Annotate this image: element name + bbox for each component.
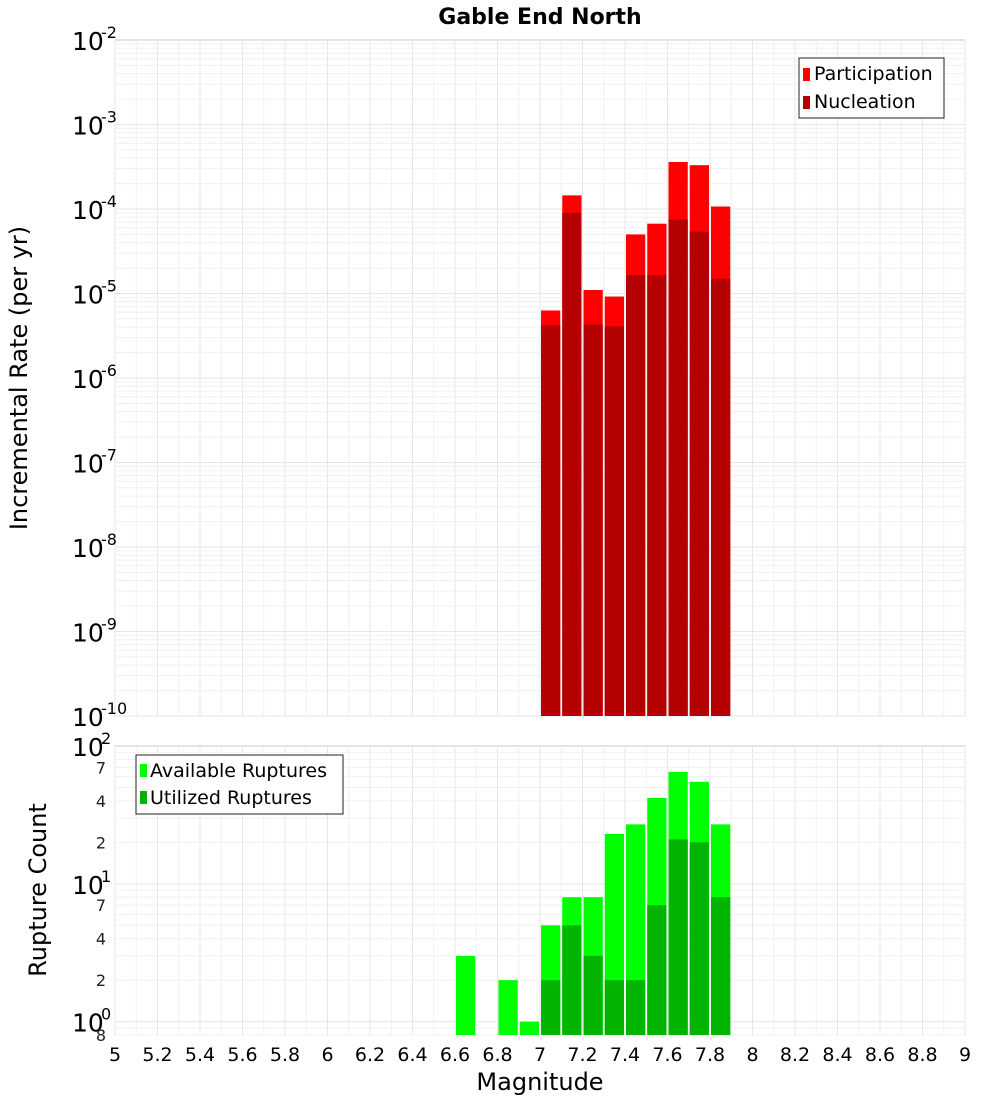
top-y-tick-label: 10	[72, 365, 104, 394]
x-tick-label: 6.6	[440, 1044, 470, 1066]
x-tick-label: 6.8	[482, 1044, 512, 1066]
bottom-bar-available-ruptures	[519, 1021, 539, 1035]
legend-swatch-utilized-ruptures	[140, 791, 147, 804]
x-tick-label: 6.4	[397, 1044, 427, 1066]
top-y-tick-label: 10	[72, 703, 104, 732]
x-tick-label: 9	[959, 1044, 971, 1066]
x-tick-label: 8.8	[907, 1044, 937, 1066]
top-y-tick-exponent: -5	[101, 277, 117, 296]
x-tick-label: 6.2	[355, 1044, 385, 1066]
top-gridlines	[114, 40, 966, 717]
bottom-legend: Available Ruptures Utilized Ruptures	[135, 754, 344, 815]
bottom-bar-utilized-ruptures	[541, 980, 561, 1035]
top-y-tick-exponent: -7	[101, 446, 117, 465]
top-y-tick-exponent: -2	[101, 23, 117, 42]
x-tick-label: 8.2	[780, 1044, 810, 1066]
bottom-y-minor-tick-label: 2	[96, 833, 106, 852]
legend-label-available-ruptures: Available Ruptures	[150, 760, 327, 782]
bottom-bar-utilized-ruptures	[562, 925, 582, 1035]
x-tick-label: 7.2	[567, 1044, 597, 1066]
bottom-y-tick-exponent: 1	[101, 867, 111, 886]
x-tick-label: 5.4	[185, 1044, 215, 1066]
top-y-tick-label: 10	[72, 281, 104, 310]
top-y-tick-exponent: -10	[101, 699, 127, 718]
top-y-tick-exponent: -6	[101, 361, 117, 380]
top-bar-nucleation	[689, 231, 709, 716]
bottom-bar-utilized-ruptures	[626, 980, 646, 1035]
top-bar-nucleation	[562, 212, 582, 716]
x-tick-label: 5.2	[142, 1044, 172, 1066]
x-tick-label: 7	[534, 1044, 546, 1066]
top-y-tick-label: 10	[72, 534, 104, 563]
bottom-y-tick-exponent: 0	[101, 1005, 111, 1024]
bottom-bar-utilized-ruptures	[689, 842, 709, 1035]
legend-label-nucleation: Nucleation	[814, 91, 916, 113]
top-y-tick-label: 10	[72, 619, 104, 648]
top-y-tick-label: 10	[72, 27, 104, 56]
bottom-y-tick-exponent: 2	[101, 729, 111, 748]
bottom-bar-utilized-ruptures	[583, 955, 603, 1035]
bottom-y-minor-tick-label: 7	[96, 758, 106, 777]
bottom-legend-box	[135, 754, 344, 815]
chart-title: Gable End North	[438, 5, 641, 30]
top-y-tick-exponent: -3	[101, 108, 117, 127]
x-tick-labels: 5 5.2 5.4 5.6 5.8 6 6.2 6.4 6.6 6.8 7 7.2 7.4 7.6 7.8 8…	[109, 1044, 971, 1066]
x-tick-label: 8.6	[865, 1044, 895, 1066]
legend-swatch-available-ruptures	[140, 764, 147, 777]
bottom-y-tick-label: 10	[72, 1009, 104, 1038]
bottom-y-minor-tick-label: 7	[96, 896, 106, 915]
legend-swatch-nucleation	[803, 96, 810, 109]
top-bar-nucleation	[647, 275, 667, 716]
top-legend-box	[798, 57, 945, 119]
bottom-y-minor-tick-label: 8	[96, 1026, 106, 1045]
top-y-tick-label: 10	[72, 196, 104, 225]
top-bar-nucleation	[604, 326, 624, 716]
x-axis-label: Magnitude	[476, 1068, 603, 1096]
top-bar-nucleation	[626, 275, 646, 716]
top-y-tick-label: 10	[72, 112, 104, 141]
x-tick-label: 5.8	[270, 1044, 300, 1066]
legend-label-participation: Participation	[814, 63, 933, 85]
x-tick-label: 8.4	[822, 1044, 852, 1066]
bottom-bar-available-ruptures	[456, 955, 476, 1035]
top-bar-nucleation	[711, 278, 731, 716]
top-y-tick-label: 10	[72, 450, 104, 479]
top-bars	[541, 161, 731, 717]
legend-label-utilized-ruptures: Utilized Ruptures	[150, 787, 312, 809]
x-tick-label: 7.6	[652, 1044, 682, 1066]
bottom-y-minor-tick-label: 4	[96, 930, 106, 949]
bottom-bar-utilized-ruptures	[604, 980, 624, 1035]
top-y-tick-exponent: -9	[101, 615, 117, 634]
bottom-bars	[456, 771, 731, 1035]
bottom-y-minor-tick-label: 2	[96, 971, 106, 990]
bottom-y-minor-tick-label: 4	[96, 792, 106, 811]
top-y-tick-exponent: -8	[101, 530, 117, 549]
x-tick-label: 8	[746, 1044, 758, 1066]
x-tick-label: 7.4	[610, 1044, 640, 1066]
x-tick-label: 6	[321, 1044, 333, 1066]
bottom-bar-utilized-ruptures	[668, 839, 688, 1035]
bottom-bar-utilized-ruptures	[711, 897, 731, 1035]
bottom-y-axis-label: Rupture Count	[24, 803, 52, 977]
x-tick-label: 5	[109, 1044, 121, 1066]
bottom-y-tick-label: 10	[72, 871, 104, 900]
top-y-axis-label: Incremental Rate (per yr)	[5, 226, 33, 530]
bottom-y-tick-label: 10	[72, 733, 104, 762]
top-bar-nucleation	[583, 324, 603, 716]
top-bar-nucleation	[668, 219, 688, 717]
x-tick-label: 5.6	[227, 1044, 257, 1066]
top-legend: Participation Nucleation	[798, 57, 945, 119]
bottom-bar-utilized-ruptures	[647, 905, 667, 1035]
top-bar-nucleation	[541, 325, 561, 716]
x-tick-label: 7.8	[695, 1044, 725, 1066]
legend-swatch-participation	[803, 68, 810, 81]
top-y-tick-exponent: -4	[101, 192, 117, 211]
bottom-bar-available-ruptures	[498, 980, 518, 1035]
